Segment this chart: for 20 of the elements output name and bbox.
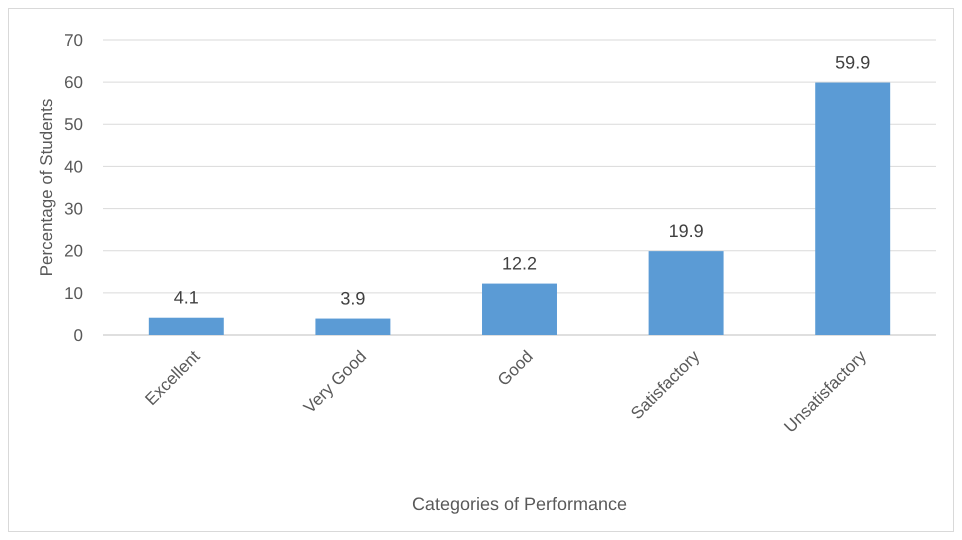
data-label: 3.9 bbox=[340, 288, 366, 309]
x-axis-title: Categories of Performance bbox=[412, 494, 628, 514]
bar bbox=[315, 318, 390, 335]
data-label: 19.9 bbox=[668, 221, 704, 242]
y-tick-label: 30 bbox=[64, 200, 83, 219]
y-tick-label: 70 bbox=[64, 30, 83, 50]
data-label: 12.2 bbox=[502, 254, 538, 274]
data-label: 4.1 bbox=[174, 288, 199, 308]
y-tick-label: 50 bbox=[64, 115, 83, 134]
y-tick-label: 60 bbox=[64, 73, 83, 92]
data-label: 59.9 bbox=[835, 52, 870, 73]
bar bbox=[148, 318, 224, 335]
y-tick-label: 10 bbox=[64, 284, 83, 303]
bar bbox=[648, 251, 724, 335]
y-tick-label: 20 bbox=[64, 242, 83, 261]
bar bbox=[482, 284, 557, 335]
y-tick-label: 40 bbox=[64, 157, 83, 176]
y-tick-label: 0 bbox=[74, 326, 83, 345]
y-axis-title: Percentage of Students bbox=[37, 98, 56, 276]
bar bbox=[815, 82, 890, 335]
